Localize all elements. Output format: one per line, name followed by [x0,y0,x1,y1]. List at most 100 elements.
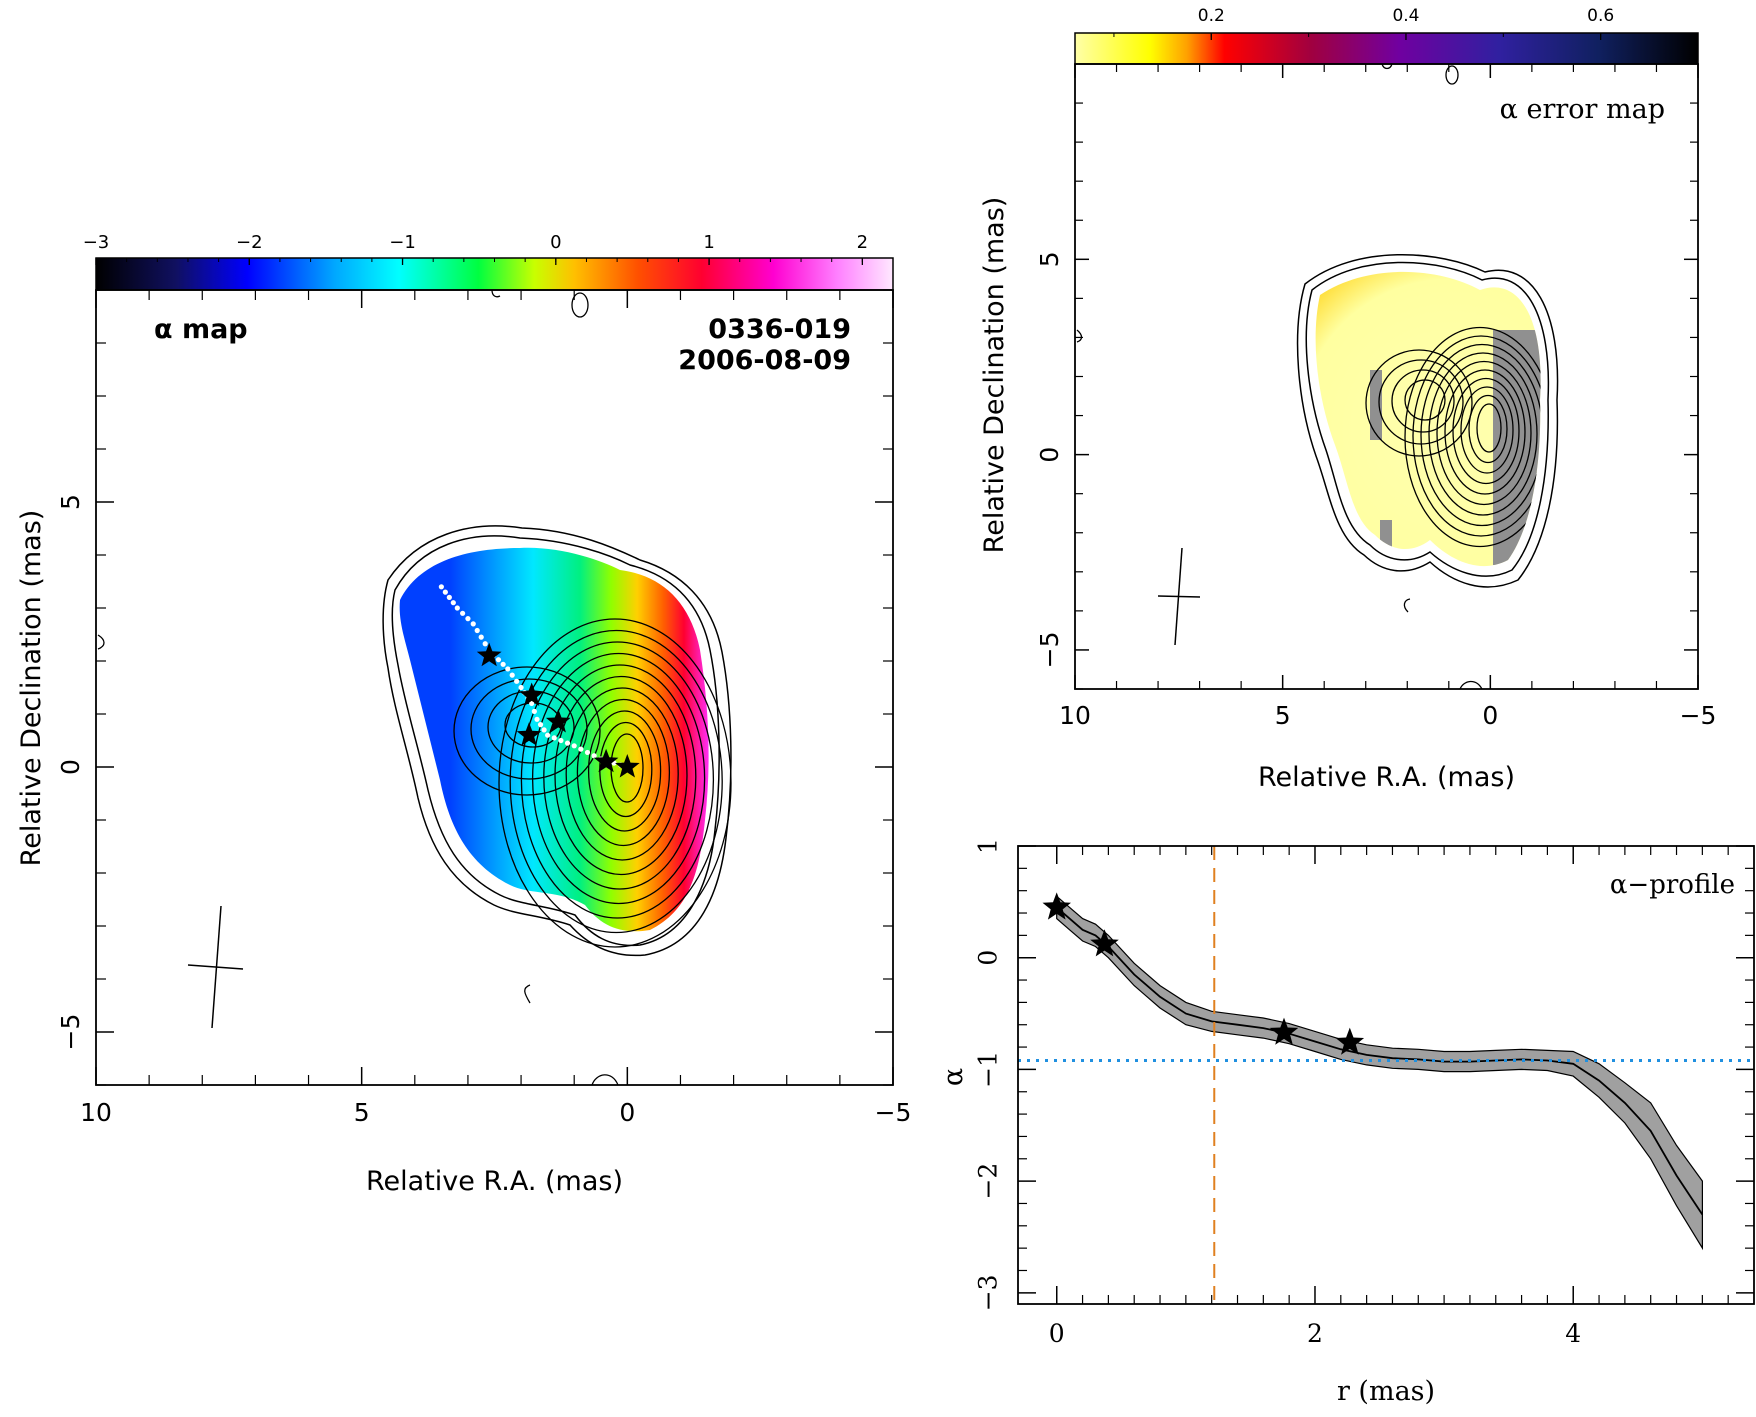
ridge-point [531,708,537,714]
x-tick-label: 4 [1565,1319,1581,1348]
profile-star [1090,929,1119,957]
source-name: 0336-019 [708,314,851,345]
ridge-point [478,634,484,640]
contour [470,678,588,780]
colorbar-tick-label: 0 [550,232,561,253]
noise-contour [97,634,105,650]
noise-contour [1076,329,1083,343]
outer-contour [382,525,732,957]
outer-contour [1296,253,1559,588]
contour [1436,360,1532,506]
blanked-pixels [1380,520,1392,550]
error-map-image [1315,271,1541,567]
colorbar-tick-label: 2 [857,232,868,253]
ridge-point [529,700,535,707]
x-tick-label: 0 [619,1098,635,1127]
contour-lines [1365,349,1473,457]
contour [1391,369,1455,433]
y-axis-label: Relative Declination (mas) [979,197,1010,554]
colorbar-tick-label: 0.2 [1198,6,1225,26]
ridge-point [514,678,520,684]
contour [1452,377,1520,485]
ridge-point [470,621,476,627]
error-colorbar [1074,32,1699,65]
contour [1378,359,1464,445]
colorbar-tick-label: −3 [83,232,110,253]
plot-frame [95,289,894,1086]
y-tick-label: 0 [56,759,85,775]
colorbar-tick-label: 0.6 [1587,6,1614,26]
component-star [593,748,619,773]
error-map-panel: 0.2 0.4 0.6 10 5 0 −5 −5 0 5 Relative R.A. (mas) Re… [979,6,1716,793]
ridge-point [438,584,444,590]
x-tick-label: 10 [1059,701,1091,730]
observation-date: 2006-08-09 [678,345,851,376]
ridge-point [545,732,551,738]
ridge-point [558,737,564,744]
blanked-pixels [1370,370,1382,440]
alpha-map-panel: −3 −2 −1 0 1 2 10 5 0 −5 −5 0 5 Relative R.A. (mas) Re… [16,232,911,1197]
x-tick-label: 5 [354,1098,370,1127]
contour [1412,335,1541,537]
contour [1420,343,1541,527]
ridge-point [482,641,488,647]
profile-title: α−profile [1610,870,1735,900]
contour [1468,394,1508,464]
blanked-pixels [1493,330,1541,565]
y-axis-label: α [938,1068,969,1086]
profile-star [1269,1017,1299,1045]
contour [1404,379,1446,421]
contour [554,675,688,876]
colorbar-tick-label: −2 [236,232,263,253]
ridge-point [446,594,452,601]
contour-lines [453,666,601,796]
colorbar-tick-label: 1 [703,232,714,253]
profile-star [1042,892,1071,920]
contour-lines [498,618,732,948]
error-band [1056,894,1703,1251]
alpha-profile-line [1056,906,1704,1216]
y-tick-label: −1 [974,1051,1003,1088]
map-title: α map [154,314,248,345]
ridge-point [500,661,506,667]
profile-panel: 0 2 4 1 0 −1 −2 −3 r (mas) α α−profile [938,838,1755,1407]
x-axis-label: r (mas) [1337,1376,1435,1407]
noise-contour [571,292,589,318]
alpha-colorbar [95,257,894,291]
outer-contour [1305,261,1550,577]
y-axis-label: Relative Declination (mas) [16,510,47,867]
y-tick-label: 0 [974,950,1003,966]
ridge-point [474,627,480,634]
component-star [516,722,542,746]
colorbar-tick-label: −1 [389,232,416,253]
contour [509,629,723,934]
error-map-title: α error map [1500,94,1665,125]
ridge-point [534,716,540,722]
ridge-point [591,753,597,759]
y-tick-label: −5 [56,1014,85,1051]
ridge-point [454,605,460,611]
beam-minor [1157,595,1201,598]
y-tick-label: −2 [974,1163,1003,1200]
y-tick-label: 0 [1035,447,1064,463]
ridge-point [551,735,557,741]
component-star [545,709,571,733]
ridge-point [442,589,448,595]
y-tick-label: 1 [974,838,1003,854]
contour [565,687,679,861]
plot-frame [1017,845,1755,1305]
x-tick-label: 2 [1307,1319,1323,1348]
contour [520,641,715,919]
ridge-point [460,610,466,616]
contour [498,618,732,948]
y-tick-label: 5 [1035,251,1064,267]
ridge-point [564,740,571,746]
ridge-point [509,672,515,678]
x-tick-label: 0 [1482,701,1498,730]
ridge-point [465,616,471,622]
ridge-point [505,666,511,672]
x-axis-label: Relative R.A. (mas) [1258,762,1515,793]
x-tick-label: 5 [1275,701,1291,730]
ridge-point [495,657,502,663]
